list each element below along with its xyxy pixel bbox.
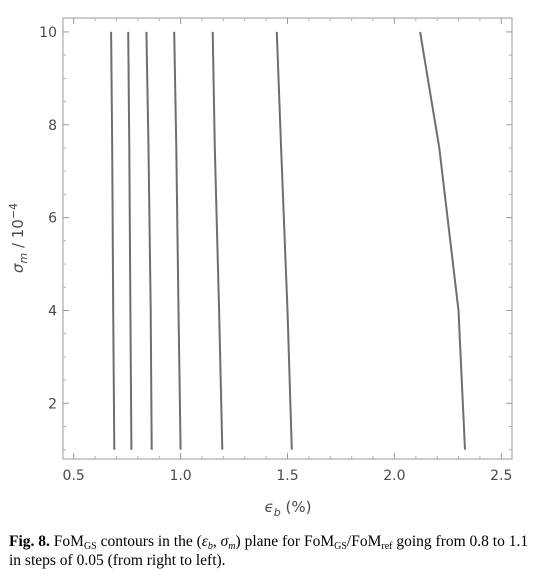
y-tick-label: 8 [48, 118, 57, 134]
x-tick-labels: 0.5 1.0 1.5 2.0 2.5 [63, 468, 513, 484]
caption-sub-1: GS [83, 541, 97, 552]
x-tick-label: 1.0 [169, 468, 191, 484]
x-axis-label: ϵb (%) [265, 498, 312, 519]
caption-text-2: contours in the ( [96, 533, 202, 550]
caption-text-6: going from 0.8 to 1.1 in steps of 0.05 (… [9, 533, 529, 569]
y-tick-label: 10 [39, 25, 57, 41]
caption-text-4: ) plane for FoM [235, 533, 335, 550]
caption-sigma-sub: m [228, 541, 236, 552]
contour-line-3 [211, 31, 224, 450]
caption-epsilon: ε [201, 533, 208, 550]
figure-caption: Fig. 8. FoMGS contours in the (εb, σm) p… [9, 532, 533, 570]
tick-marks [63, 18, 512, 459]
svg-text:σm / 10−4: σm / 10−4 [7, 203, 30, 273]
y-tick-label: 4 [48, 303, 57, 319]
caption-sigma: σ [220, 533, 229, 550]
contour-plot: 0.5 1.0 1.5 2.0 2.5 2 4 6 8 10 ϵb (%) σm / 10−4 [7, 17, 513, 519]
caption-text-1: FoM [49, 533, 84, 550]
contour-line-1 [419, 31, 466, 450]
caption-text-3: , [212, 533, 221, 550]
y-tick-label: 6 [48, 211, 57, 227]
x-tick-label: 1.5 [276, 468, 298, 484]
y-tick-label: 2 [48, 396, 57, 412]
caption-epsilon-sub: b [207, 541, 213, 552]
x-tick-label: 2.0 [383, 468, 405, 484]
caption-sub-3: ref [381, 541, 393, 552]
caption-text-5: /FoM [346, 533, 382, 550]
contour-lines [110, 31, 466, 450]
contour-line-4 [173, 31, 182, 450]
y-axis-label: σm / 10−4 [7, 203, 30, 273]
x-tick-label: 0.5 [63, 468, 85, 484]
y-tick-labels: 2 4 6 8 10 [39, 25, 57, 412]
contour-line-6 [127, 31, 133, 450]
figure-number: Fig. 8. [9, 533, 50, 550]
contour-line-2 [275, 31, 293, 450]
contour-line-7 [110, 31, 116, 450]
contour-line-5 [145, 31, 153, 450]
x-tick-label: 2.5 [490, 468, 512, 484]
caption-sub-2: GS [334, 541, 347, 552]
